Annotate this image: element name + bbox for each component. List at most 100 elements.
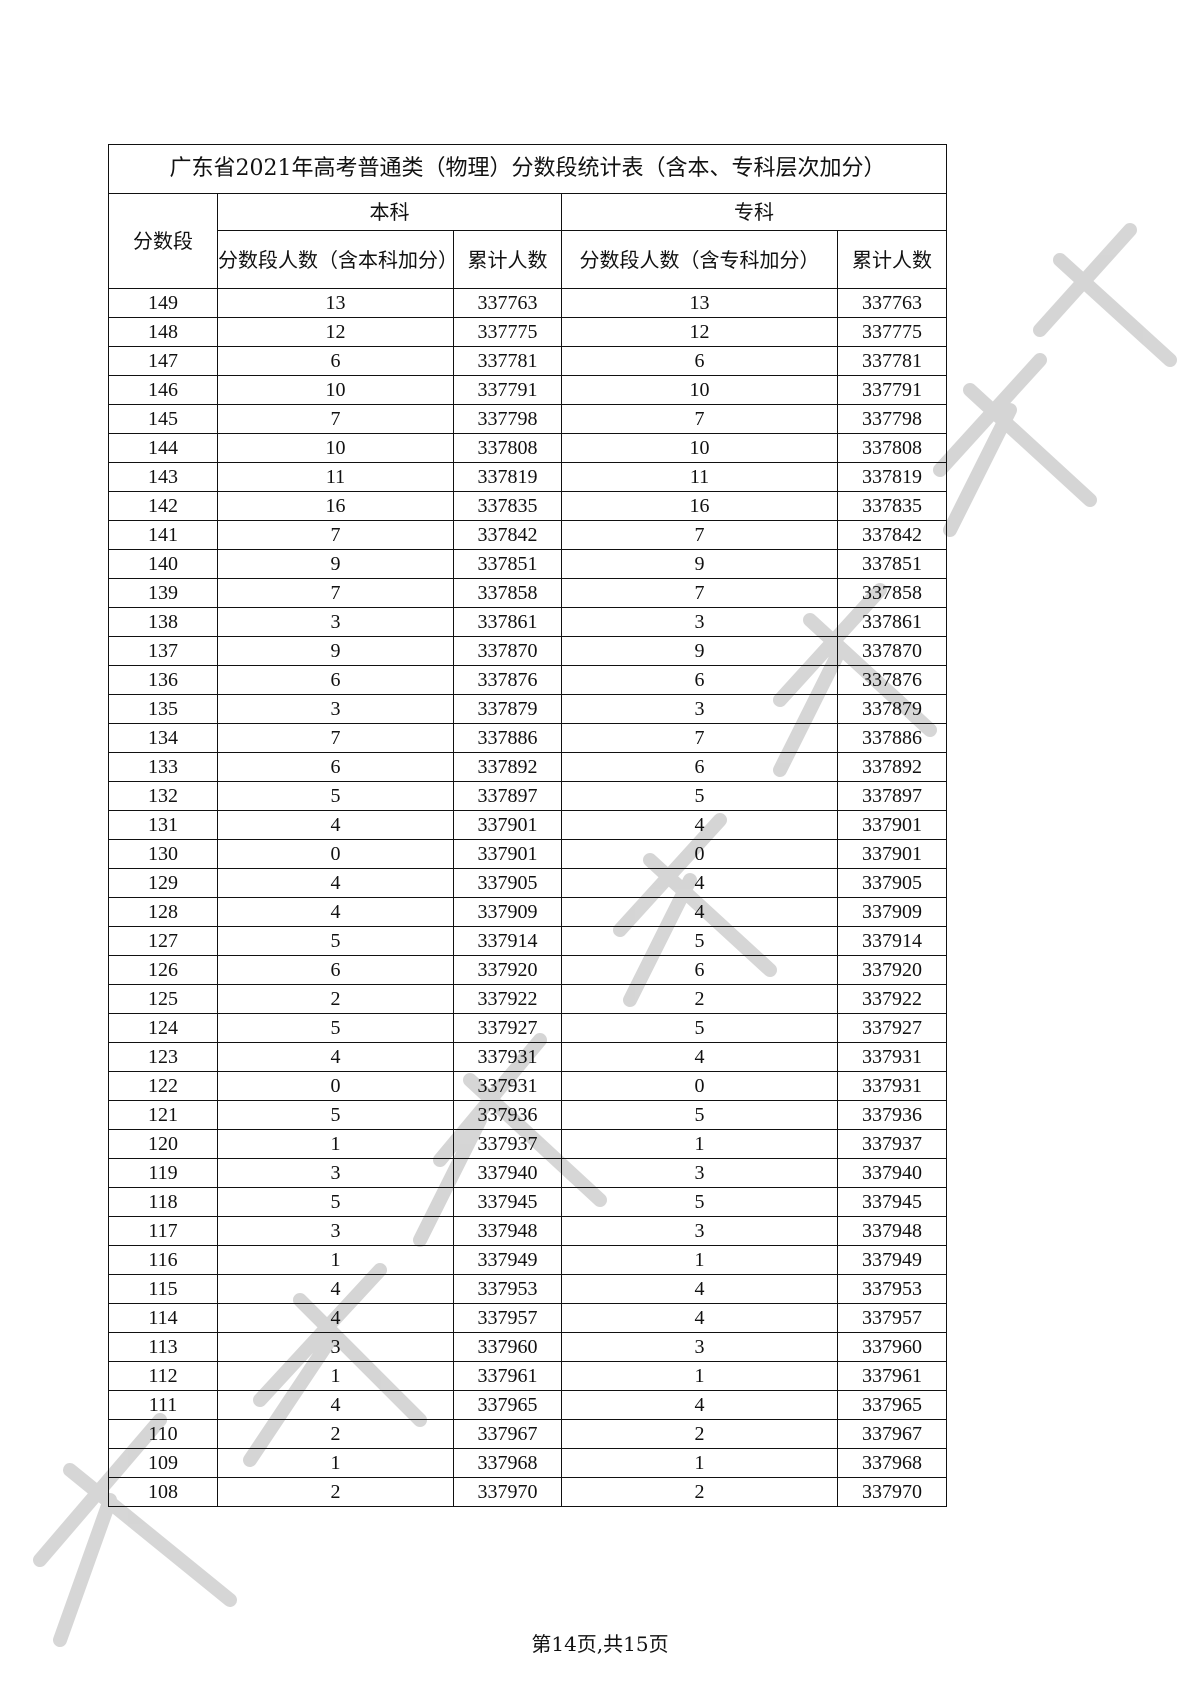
score-distribution-table: 广东省2021年高考普通类（物理）分数段统计表（含本、专科层次加分） 分数段 本… [107,144,948,1507]
cell-zhuanke-cum: 337970 [836,1477,948,1507]
cell-benke-cum: 337968 [453,1448,562,1478]
table-row: 111 4 337965 4 337965 [108,1390,948,1420]
cell-benke-count: 7 [217,578,454,608]
cell-zhuanke-cum: 337927 [836,1013,948,1043]
cell-score: 126 [108,955,218,985]
cell-zhuanke-cum: 337953 [836,1274,948,1304]
cell-zhuanke-count: 4 [561,1042,838,1072]
cell-zhuanke-cum: 337835 [836,491,948,521]
cell-score: 128 [108,897,218,927]
cell-benke-cum: 337948 [453,1216,562,1246]
cell-benke-count: 0 [217,839,454,869]
cell-benke-count: 4 [217,810,454,840]
cell-zhuanke-count: 16 [561,491,838,521]
cell-benke-cum: 337961 [453,1361,562,1391]
cell-benke-count: 1 [217,1448,454,1478]
cell-zhuanke-count: 4 [561,868,838,898]
cell-zhuanke-cum: 337808 [836,433,948,463]
cell-benke-cum: 337914 [453,926,562,956]
cell-benke-cum: 337897 [453,781,562,811]
table-row: 108 2 337970 2 337970 [108,1477,948,1507]
cell-benke-count: 3 [217,694,454,724]
cell-zhuanke-count: 12 [561,317,838,347]
cell-benke-count: 10 [217,433,454,463]
cell-zhuanke-count: 3 [561,694,838,724]
table-title: 广东省2021年高考普通类（物理）分数段统计表（含本、专科层次加分） [107,144,948,194]
cell-zhuanke-cum: 337901 [836,839,948,869]
cell-zhuanke-count: 0 [561,1071,838,1101]
cell-benke-count: 3 [217,607,454,637]
cell-score: 123 [108,1042,218,1072]
cell-zhuanke-count: 5 [561,781,838,811]
header-benke: 本科 [217,193,562,231]
cell-benke-cum: 337819 [453,462,562,492]
table-body: 149 13 337763 13 337763 148 12 337775 12 337775 14… [108,288,948,1507]
cell-score: 133 [108,752,218,782]
cell-score: 127 [108,926,218,956]
cell-benke-cum: 337949 [453,1245,562,1275]
cell-benke-cum: 337970 [453,1477,562,1507]
cell-benke-cum: 337922 [453,984,562,1014]
cell-zhuanke-count: 10 [561,375,838,405]
cell-score: 108 [108,1477,218,1507]
cell-zhuanke-count: 6 [561,955,838,985]
cell-benke-cum: 337861 [453,607,562,637]
cell-zhuanke-cum: 337905 [836,868,948,898]
table-row: 116 1 337949 1 337949 [108,1245,948,1275]
cell-zhuanke-count: 4 [561,897,838,927]
table-row: 118 5 337945 5 337945 [108,1187,948,1217]
cell-zhuanke-count: 11 [561,462,838,492]
table-row: 130 0 337901 0 337901 [108,839,948,869]
cell-zhuanke-count: 5 [561,1013,838,1043]
cell-score: 112 [108,1361,218,1391]
cell-benke-cum: 337842 [453,520,562,550]
cell-benke-cum: 337892 [453,752,562,782]
table-row: 145 7 337798 7 337798 [108,404,948,434]
table-row: 139 7 337858 7 337858 [108,578,948,608]
cell-benke-cum: 337876 [453,665,562,695]
cell-score: 129 [108,868,218,898]
cell-zhuanke-cum: 337920 [836,955,948,985]
cell-zhuanke-count: 1 [561,1361,838,1391]
cell-zhuanke-cum: 337948 [836,1216,948,1246]
cell-benke-count: 4 [217,1274,454,1304]
cell-score: 140 [108,549,218,579]
cell-zhuanke-cum: 337945 [836,1187,948,1217]
cell-benke-count: 1 [217,1129,454,1159]
cell-score: 117 [108,1216,218,1246]
cell-score: 136 [108,665,218,695]
cell-zhuanke-count: 2 [561,1419,838,1449]
cell-benke-count: 3 [217,1216,454,1246]
cell-score: 149 [108,288,218,318]
table-row: 112 1 337961 1 337961 [108,1361,948,1391]
cell-zhuanke-cum: 337886 [836,723,948,753]
cell-benke-count: 9 [217,636,454,666]
cell-zhuanke-cum: 337879 [836,694,948,724]
cell-zhuanke-cum: 337940 [836,1158,948,1188]
cell-zhuanke-cum: 337914 [836,926,948,956]
cell-score: 125 [108,984,218,1014]
cell-benke-count: 1 [217,1361,454,1391]
cell-zhuanke-count: 1 [561,1448,838,1478]
cell-score: 110 [108,1419,218,1449]
table-row: 109 1 337968 1 337968 [108,1448,948,1478]
cell-zhuanke-count: 0 [561,839,838,869]
cell-benke-cum: 337965 [453,1390,562,1420]
cell-zhuanke-count: 5 [561,1100,838,1130]
cell-score: 134 [108,723,218,753]
table-row: 126 6 337920 6 337920 [108,955,948,985]
table-row: 148 12 337775 12 337775 [108,317,948,347]
cell-zhuanke-cum: 337858 [836,578,948,608]
cell-zhuanke-count: 2 [561,984,838,1014]
cell-score: 115 [108,1274,218,1304]
table-row: 122 0 337931 0 337931 [108,1071,948,1101]
cell-benke-cum: 337945 [453,1187,562,1217]
cell-benke-cum: 337953 [453,1274,562,1304]
cell-benke-count: 6 [217,752,454,782]
table-row: 144 10 337808 10 337808 [108,433,948,463]
cell-benke-cum: 337879 [453,694,562,724]
cell-zhuanke-cum: 337957 [836,1303,948,1333]
cell-zhuanke-cum: 337949 [836,1245,948,1275]
cell-zhuanke-cum: 337936 [836,1100,948,1130]
table-row: 110 2 337967 2 337967 [108,1419,948,1449]
